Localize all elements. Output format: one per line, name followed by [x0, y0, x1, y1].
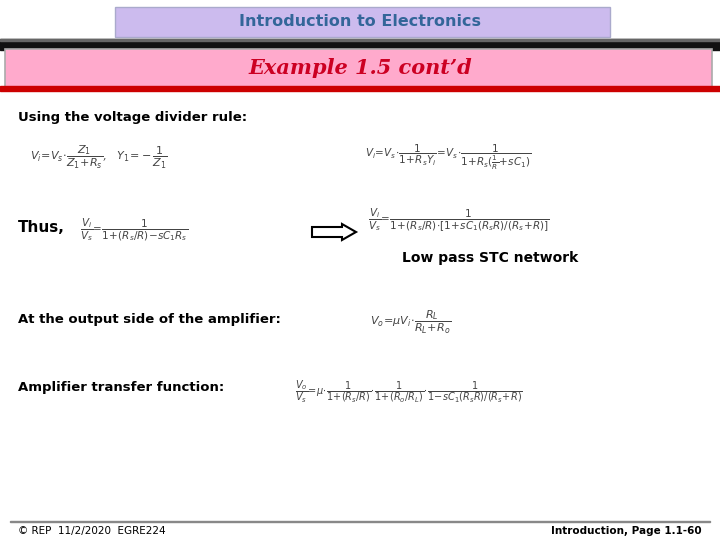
Text: $V_i\!=\!V_s\!\cdot\!\dfrac{Z_1}{Z_1\!+\!R_s}$,   $Y_1\!=\!-\dfrac{1}{Z_1}$: $V_i\!=\!V_s\!\cdot\!\dfrac{Z_1}{Z_1\!+\… [30, 144, 168, 171]
Text: Example 1.5 cont’d: Example 1.5 cont’d [248, 58, 472, 78]
Text: At the output side of the amplifier:: At the output side of the amplifier: [18, 314, 281, 327]
Text: Amplifier transfer function:: Amplifier transfer function: [18, 381, 224, 395]
Text: $V_o\!=\!\mu V_i\!\cdot\!\dfrac{R_L}{R_L\!+\!R_o}$: $V_o\!=\!\mu V_i\!\cdot\!\dfrac{R_L}{R_L… [370, 308, 451, 335]
Text: Thus,: Thus, [18, 219, 65, 234]
Bar [0, 39, 720, 41]
Text: Low pass STC network: Low pass STC network [402, 251, 578, 265]
FancyBboxPatch shape [115, 7, 610, 37]
Text: Introduction to Electronics: Introduction to Electronics [239, 15, 481, 30]
Bar [0, 39, 720, 50]
Bar [0, 86, 720, 91]
FancyArrow shape [312, 224, 356, 240]
Text: $V_i\!=\!V_s\!\cdot\!\dfrac{1}{1\!+\!R_s Y_i}\!=\!V_s\!\cdot\!\dfrac{1}{1\!+\!R_: $V_i\!=\!V_s\!\cdot\!\dfrac{1}{1\!+\!R_s… [365, 142, 531, 172]
Text: $\dfrac{V_i}{V_s}\!=\!\dfrac{1}{1\!+\!(R_s/R)\!\cdot\![1\!+\!sC_1(R_sR)/(R_s\!+\: $\dfrac{V_i}{V_s}\!=\!\dfrac{1}{1\!+\!(R… [368, 207, 549, 233]
Text: © REP  11/2/2020  EGRE224: © REP 11/2/2020 EGRE224 [18, 526, 166, 536]
Text: $\dfrac{V_o}{V_s}\!=\!\mu\!\cdot\!\dfrac{1}{1\!+\!(R_s/R)}\!\cdot\!\dfrac{1}{1\!: $\dfrac{V_o}{V_s}\!=\!\mu\!\cdot\!\dfrac… [295, 379, 523, 405]
Text: Introduction, Page 1.1-60: Introduction, Page 1.1-60 [552, 526, 702, 536]
FancyBboxPatch shape [5, 49, 712, 87]
Bar [10, 521, 710, 522]
Text: Using the voltage divider rule:: Using the voltage divider rule: [18, 111, 247, 125]
Text: $\dfrac{V_i}{V_s}\!=\!\dfrac{1}{1\!+\!(R_s/R)\!-\!sC_1R_s}$: $\dfrac{V_i}{V_s}\!=\!\dfrac{1}{1\!+\!(R… [80, 217, 188, 244]
